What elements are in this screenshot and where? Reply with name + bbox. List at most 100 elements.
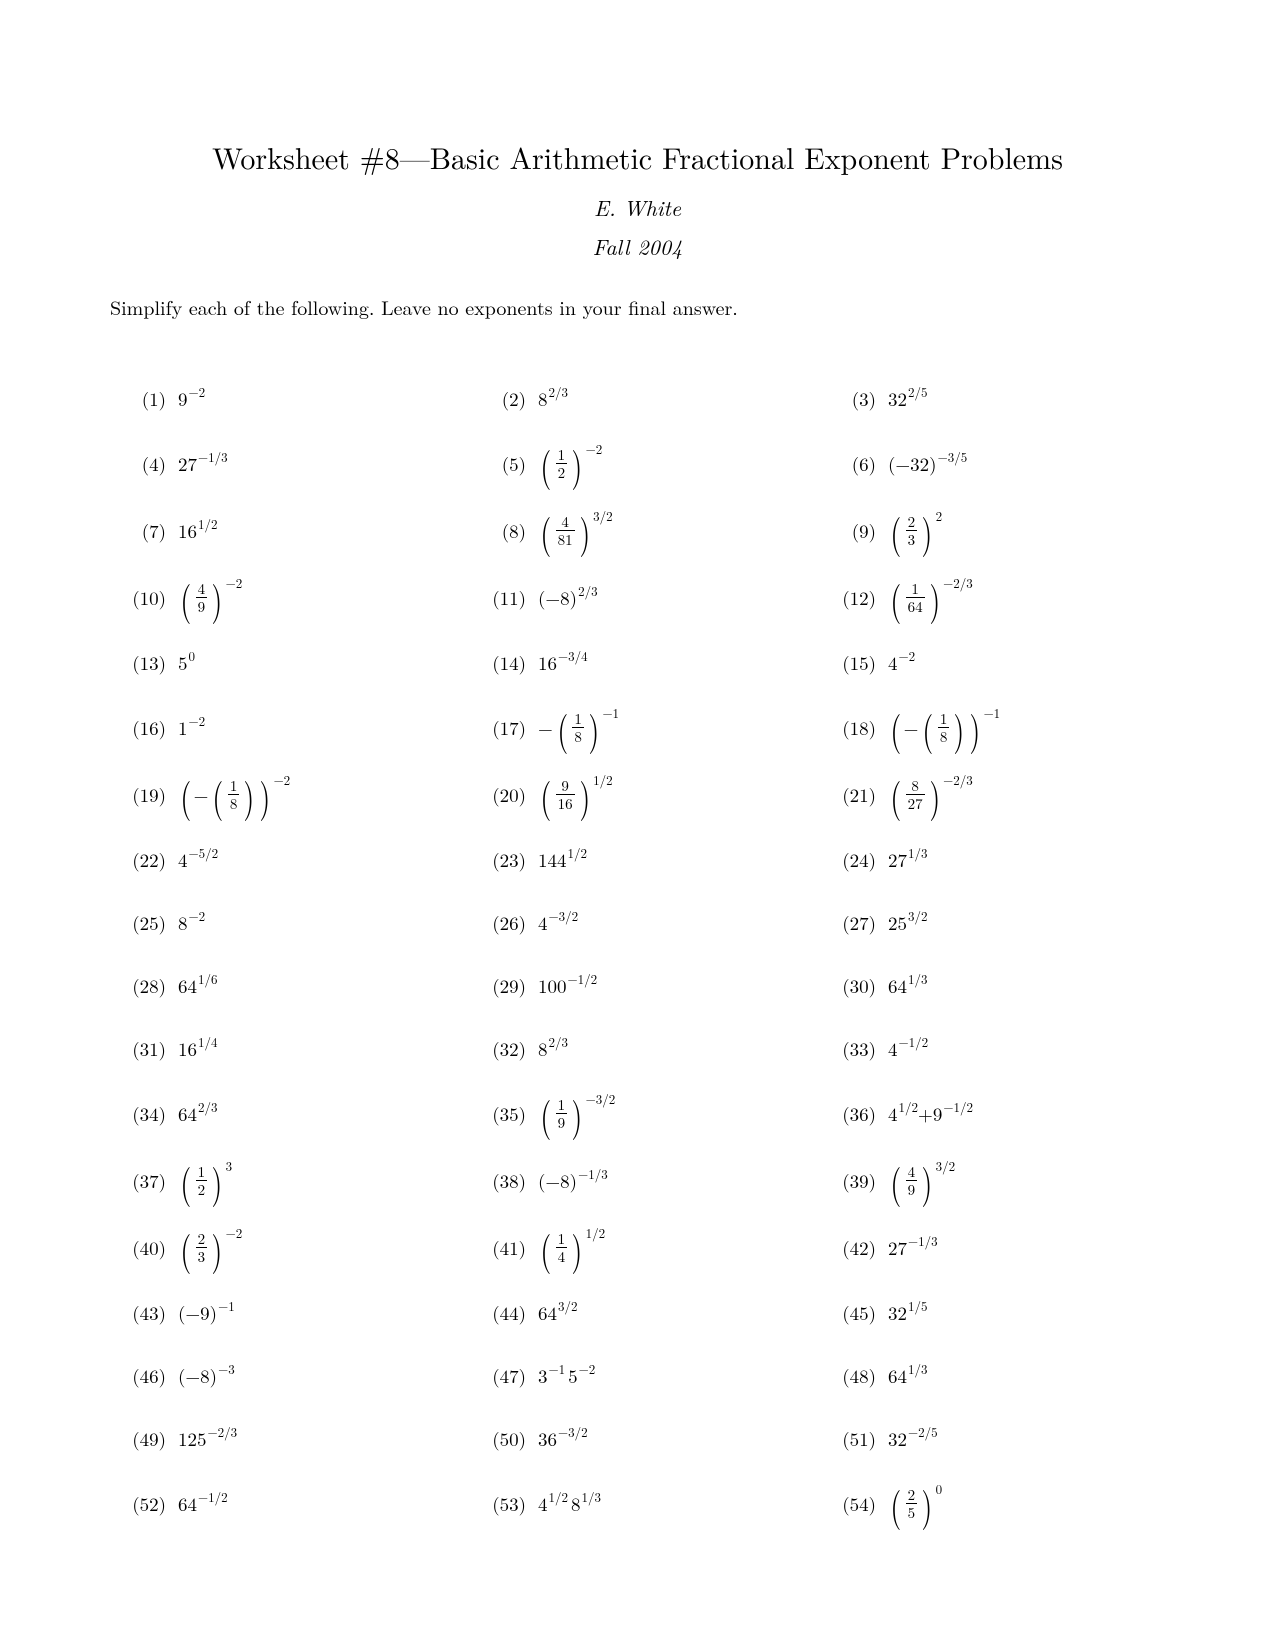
problem-number: (23) [482,846,538,873]
problem-expression: 100−1/2 [538,972,597,999]
problem-cell: (15)4−2 [832,649,1152,676]
problem-cell: (8)(481)3/2 [482,514,832,547]
problem-cell: (52)64−1/2 [122,1490,482,1517]
problem-cell: (23)1441/2 [482,846,832,873]
problem-expression: 27−1/3 [888,1234,938,1261]
problem-cell: (33)4−1/2 [832,1035,1152,1062]
problem-expression: (827)−2/3 [888,778,973,811]
problem-cell: (27)253/2 [832,909,1152,936]
problem-cell: (54)(25)0 [832,1487,1152,1520]
problem-number: (13) [122,649,178,676]
problem-row: (40)(23)−2(41)(14)1/2(42)27−1/3 [122,1214,1165,1281]
problem-number: (31) [122,1035,178,1062]
problem-number: (42) [832,1234,888,1261]
problem-number: (20) [482,781,538,808]
problem-cell: (17)−(18)−1 [482,711,832,744]
problem-cell: (37)(12)3 [122,1164,482,1197]
problem-number: (48) [832,1362,888,1389]
problem-cell: (20)(916)1/2 [482,778,832,811]
problem-number: (1) [122,385,178,412]
problem-cell: (28)641/6 [122,972,482,999]
problem-expression: 641/3 [888,1362,928,1389]
problem-expression: (916)1/2 [538,778,613,811]
problem-expression: (−(18))−1 [888,711,1000,744]
problem-number: (11) [482,584,538,611]
problem-row: (10)(49)−2(11)(−8)2/3(12)(164)−2/3 [122,564,1165,631]
problem-number: (36) [832,1100,888,1127]
problem-number: (10) [122,584,178,611]
problem-number: (45) [832,1299,888,1326]
problem-cell: (51)32−2/5 [832,1425,1152,1452]
problem-number: (6) [832,450,888,477]
problem-expression: 32−2/5 [888,1425,938,1452]
problem-expression: (−9)−1 [178,1299,235,1326]
problem-expression: 161/4 [178,1035,218,1062]
problem-cell: (34)642/3 [122,1100,482,1127]
problem-row: (43)(−9)−1(44)643/2(45)321/5 [122,1281,1165,1344]
problem-number: (38) [482,1167,538,1194]
problem-cell: (47)3−15−2 [482,1362,832,1389]
problem-expression: (−8)2/3 [538,584,598,611]
problem-number: (40) [122,1234,178,1261]
problem-cell: (16)1−2 [122,714,482,741]
problem-number: (21) [832,781,888,808]
problem-number: (43) [122,1299,178,1326]
problem-row: (25)8−2(26)4−3/2(27)253/2 [122,891,1165,954]
problem-cell: (40)(23)−2 [122,1231,482,1264]
problem-number: (46) [122,1362,178,1389]
problem-row: (7)161/2(8)(481)3/2(9)(23)2 [122,497,1165,564]
problem-expression: 50 [178,649,195,676]
problem-number: (35) [482,1100,538,1127]
problem-number: (24) [832,846,888,873]
problem-expression: 9−2 [178,385,205,412]
problem-row: (16)1−2(17)−(18)−1(18)(−(18))−1 [122,694,1165,761]
problem-row: (52)64−1/2(53)41/281/3(54)(25)0 [122,1470,1165,1537]
problem-number: (52) [122,1490,178,1517]
problem-cell: (46)(−8)−3 [122,1362,482,1389]
problem-expression: 322/5 [888,385,928,412]
problem-row: (13)50(14)16−3/4(15)4−2 [122,631,1165,694]
problem-expression: 41/281/3 [538,1490,601,1517]
problem-number: (8) [482,517,538,544]
problem-expression: (−32)−3/5 [888,450,967,477]
problem-cell: (42)27−1/3 [832,1234,1152,1261]
problem-number: (9) [832,517,888,544]
problem-expression: 41/2 + 9−1/2 [888,1100,973,1127]
problem-cell: (49)125−2/3 [122,1425,482,1452]
problem-number: (51) [832,1425,888,1452]
problem-expression: 641/6 [178,972,218,999]
problem-row: (28)641/6(29)100−1/2(30)641/3 [122,954,1165,1017]
problem-expression: 642/3 [178,1100,218,1127]
problem-row: (19)(−(18))−2(20)(916)1/2(21)(827)−2/3 [122,761,1165,828]
problem-expression: (−8)−1/3 [538,1167,608,1194]
instructions: Simplify each of the following. Leave no… [110,292,1165,321]
problem-number: (37) [122,1167,178,1194]
problem-row: (37)(12)3(38)(−8)−1/3(39)(49)3/2 [122,1147,1165,1214]
problem-number: (12) [832,584,888,611]
problem-cell: (44)643/2 [482,1299,832,1326]
problem-number: (29) [482,972,538,999]
problem-cell: (6)(−32)−3/5 [832,450,1152,477]
problem-row: (31)161/4(32)82/3(33)4−1/2 [122,1017,1165,1080]
problem-number: (15) [832,649,888,676]
problem-cell: (53)41/281/3 [482,1490,832,1517]
problem-number: (5) [482,450,538,477]
problem-expression: (19)−3/2 [538,1097,615,1130]
problem-expression: (23)−2 [178,1231,242,1264]
problem-cell: (19)(−(18))−2 [122,778,482,811]
problem-expression: (−8)−3 [178,1362,235,1389]
problem-number: (16) [122,714,178,741]
problem-expression: 161/2 [178,517,218,544]
problem-number: (47) [482,1362,538,1389]
problem-expression: 16−3/4 [538,649,588,676]
problem-number: (26) [482,909,538,936]
problem-number: (54) [832,1490,888,1517]
problem-number: (50) [482,1425,538,1452]
problem-cell: (11)(−8)2/3 [482,584,832,611]
problem-number: (27) [832,909,888,936]
problem-cell: (1)9−2 [122,385,482,412]
problem-expression: 1−2 [178,714,205,741]
problem-expression: 253/2 [888,909,928,936]
problem-number: (32) [482,1035,538,1062]
problem-expression: 4−2 [888,649,915,676]
